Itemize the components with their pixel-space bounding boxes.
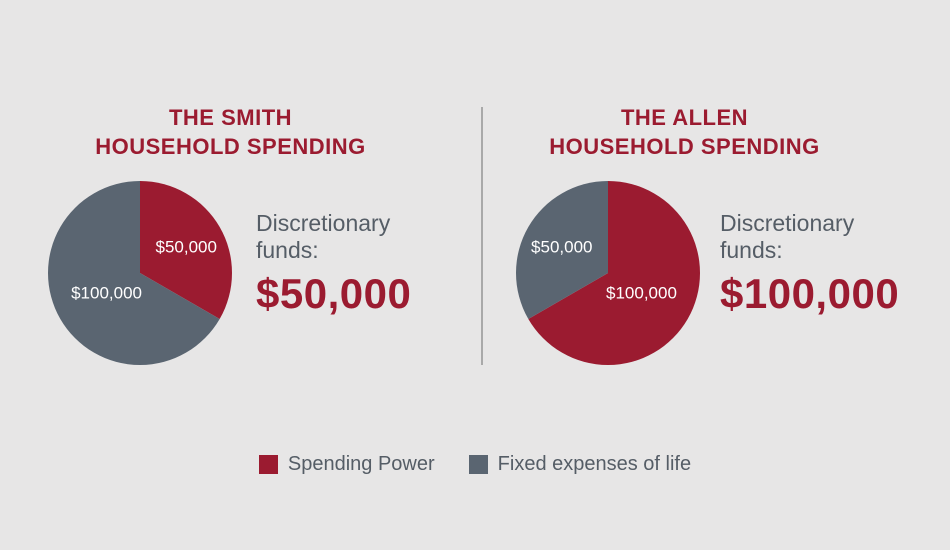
discretionary-amount: $100,000 bbox=[720, 270, 900, 317]
divider bbox=[481, 107, 483, 365]
pie-slice-fixed-expenses-of-life bbox=[516, 181, 608, 319]
legend-swatch bbox=[468, 455, 488, 474]
chart-title-line: THE ALLEN bbox=[620, 105, 749, 130]
discretionary-label: Discretionary funds: bbox=[256, 210, 391, 263]
legend-item-spending-power: Spending Power bbox=[258, 453, 435, 476]
chart-title: THE ALLEN HOUSEHOLD SPENDING bbox=[447, 103, 922, 161]
legend-label: Spending Power bbox=[287, 453, 435, 475]
chart-title: THE SMITH HOUSEHOLD SPENDING bbox=[0, 103, 468, 161]
pie-chart: $100,000 $50,000 bbox=[516, 181, 700, 365]
discretionary-funds: Discretionary funds: $50,000 bbox=[256, 210, 416, 318]
discretionary-label: Discretionary funds: bbox=[720, 210, 855, 263]
smith-panel: THE SMITH HOUSEHOLD SPENDING $50,000 $100… bbox=[0, 0, 475, 420]
chart-title-line: THE SMITH bbox=[168, 105, 293, 130]
pie-slice-spending-power bbox=[140, 181, 232, 319]
pie-chart: $50,000 $100,000 bbox=[47, 181, 232, 365]
legend: Spending Power Fixed expenses of life bbox=[0, 453, 950, 476]
legend-item-fixed-expenses: Fixed expenses of life bbox=[468, 453, 692, 476]
allen-panel: THE ALLEN HOUSEHOLD SPENDING $100,000 $50… bbox=[475, 0, 950, 420]
legend-label: Fixed expenses of life bbox=[497, 453, 692, 475]
discretionary-amount: $50,000 bbox=[256, 270, 412, 317]
pie-slice-label: $50,000 bbox=[531, 237, 592, 256]
chart-title-line: HOUSEHOLD SPENDING bbox=[549, 134, 820, 159]
pie-slice-spending-power bbox=[528, 181, 700, 365]
discretionary-funds: Discretionary funds: $100,000 bbox=[720, 210, 899, 318]
chart-title-line: HOUSEHOLD SPENDING bbox=[95, 134, 366, 159]
pie-slice-label: $100,000 bbox=[71, 283, 142, 302]
pie-slice-fixed-expenses-of-life bbox=[47, 181, 220, 365]
pie-slice-label: $100,000 bbox=[606, 283, 677, 302]
legend-swatch bbox=[258, 455, 278, 474]
pie-slice-label: $50,000 bbox=[155, 237, 216, 256]
